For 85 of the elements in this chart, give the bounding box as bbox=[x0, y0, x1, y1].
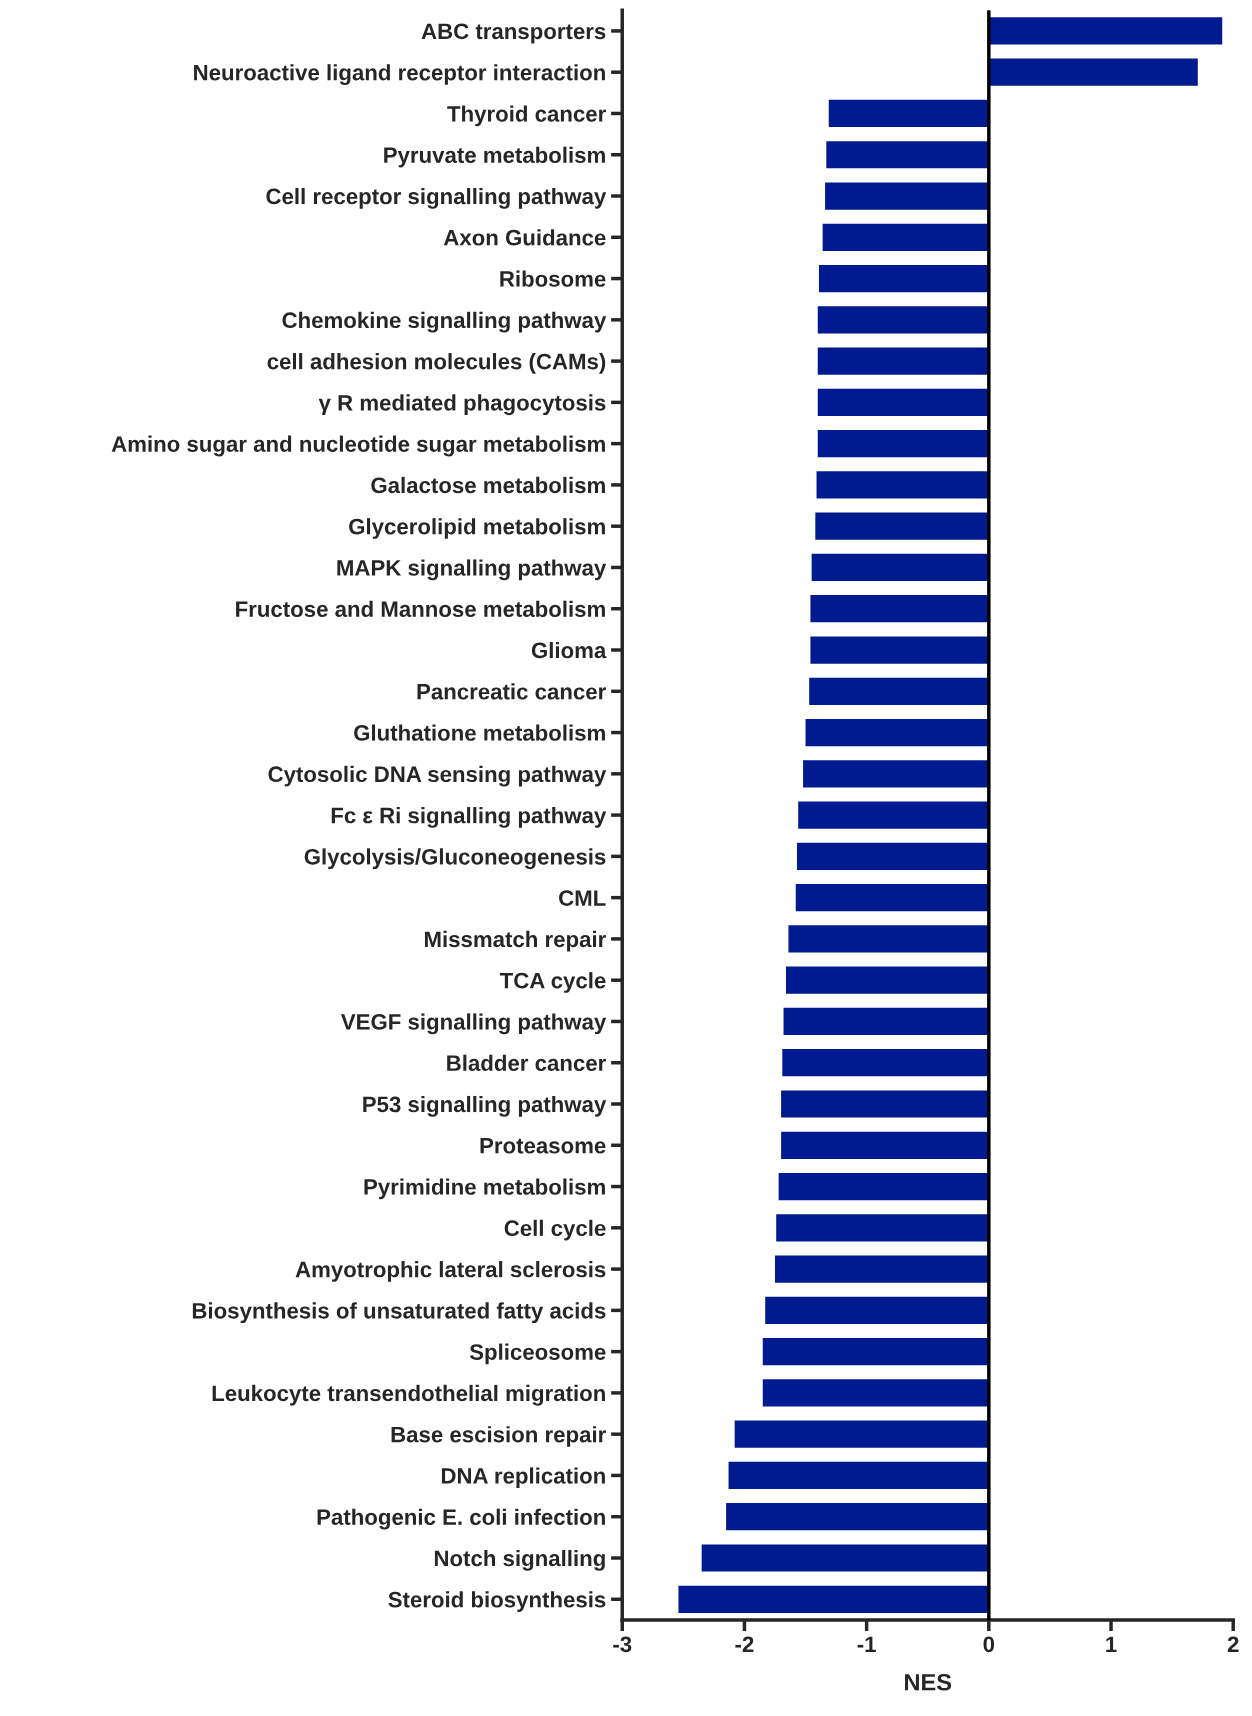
y-tick-label: Leukocyte transendothelial migration bbox=[212, 1384, 605, 1406]
y-tick-label: Biosynthesis of unsaturated fatty acids bbox=[192, 1302, 606, 1324]
y-tick-label: Steroid biosynthesis bbox=[388, 1591, 606, 1612]
bar bbox=[776, 1214, 989, 1242]
bar bbox=[803, 760, 989, 788]
y-tick-label: Pyruvate metabolism bbox=[384, 146, 605, 168]
y-tick-label: Amyotrophic lateral sclerosis bbox=[295, 1261, 606, 1282]
x-tick-label: -2 bbox=[735, 1636, 754, 1652]
y-tick-label: Cell receptor signalling pathway bbox=[266, 187, 607, 209]
x-tick-label: 1 bbox=[1106, 1636, 1117, 1652]
bar bbox=[817, 388, 989, 416]
y-tick-label: Pathogenic E. coli infection bbox=[317, 1508, 605, 1530]
bar bbox=[678, 1585, 989, 1613]
x-tick-label: -1 bbox=[857, 1636, 876, 1652]
bar bbox=[734, 1420, 989, 1448]
y-tick-label: Gluthatione metabolism bbox=[354, 724, 605, 741]
bar bbox=[765, 1296, 989, 1324]
x-tick-label: 0 bbox=[983, 1636, 995, 1653]
y-tick-label: Missmatch repair bbox=[424, 930, 606, 952]
y-tick-label: Pyrimidine metabolism bbox=[364, 1178, 605, 1200]
bar bbox=[817, 430, 989, 458]
y-tick-label: Proteasome bbox=[480, 1138, 606, 1154]
bar bbox=[988, 17, 1223, 45]
y-tick-label: Thyroid cancer bbox=[447, 105, 606, 127]
y-tick-label: Spliceosome bbox=[469, 1343, 606, 1365]
bar bbox=[825, 182, 989, 210]
y-tick-label: Fructose and Mannose metabolism bbox=[236, 600, 605, 618]
bar bbox=[796, 842, 989, 870]
y-tick-label: P53 signalling pathway bbox=[363, 1095, 607, 1117]
bar bbox=[815, 512, 989, 540]
y-tick-label: TCA cycle bbox=[499, 972, 606, 993]
bar bbox=[811, 553, 989, 582]
bar bbox=[781, 1090, 989, 1118]
bar bbox=[988, 58, 1198, 86]
bar bbox=[810, 636, 989, 664]
bar bbox=[810, 595, 989, 623]
y-tick-label: Neuroactive ligand receptor interaction bbox=[194, 64, 605, 85]
x-tick-label: 2 bbox=[1227, 1636, 1239, 1652]
bar bbox=[817, 306, 989, 334]
bar bbox=[778, 1172, 989, 1201]
y-tick-label: ABC transporters bbox=[421, 23, 606, 44]
y-tick-label: cell adhesion molecules (CAMs) bbox=[267, 353, 606, 374]
y-tick-label: Fc ε Ri signalling pathway bbox=[331, 807, 607, 828]
bar bbox=[795, 884, 989, 912]
y-tick-label: Cytosolic DNA sensing pathway bbox=[268, 765, 607, 787]
y-tick-label: DNA replication bbox=[441, 1467, 605, 1489]
bar bbox=[816, 471, 989, 499]
y-tick-label: Cell cycle bbox=[504, 1219, 606, 1241]
y-tick-label: MAPK signalling pathway bbox=[337, 559, 607, 581]
bar bbox=[817, 347, 989, 375]
bar bbox=[701, 1544, 989, 1572]
x-axis-title: NES bbox=[905, 1673, 952, 1691]
bar bbox=[785, 966, 989, 994]
y-tick-label: Pancreatic cancer bbox=[417, 683, 606, 700]
y-tick-label: Base escision repair bbox=[391, 1426, 606, 1447]
bar bbox=[818, 264, 989, 293]
bar bbox=[809, 677, 989, 705]
y-tick-label: Notch signalling bbox=[434, 1549, 605, 1571]
bar bbox=[826, 141, 989, 169]
bar bbox=[728, 1461, 989, 1490]
y-tick-label: VEGF signalling pathway bbox=[340, 1013, 607, 1035]
y-tick-label: Axon Guidance bbox=[443, 229, 606, 246]
bar bbox=[788, 925, 989, 953]
y-tick-label: Galactose metabolism bbox=[371, 476, 605, 494]
bar bbox=[828, 99, 989, 128]
bar bbox=[783, 1007, 989, 1036]
bar bbox=[805, 718, 989, 747]
bar bbox=[774, 1255, 989, 1283]
y-tick-label: Ribosome bbox=[500, 270, 606, 287]
bar bbox=[798, 801, 989, 829]
y-tick-label: γ R mediated phagocytosis bbox=[318, 394, 606, 416]
y-tick-label: Amino sugar and nucleotide sugar metabolism bbox=[111, 435, 605, 457]
y-tick-label: Chemokine signalling pathway bbox=[282, 311, 607, 333]
bar bbox=[782, 1049, 989, 1077]
y-tick-label: Glycolysis/Gluconeogenesis bbox=[304, 848, 606, 870]
y-tick-label: Glycerolipid metabolism bbox=[349, 518, 605, 539]
bar bbox=[822, 223, 989, 251]
bar bbox=[726, 1503, 989, 1531]
y-tick-label: CML bbox=[559, 890, 606, 906]
x-tick-label: -3 bbox=[613, 1636, 632, 1653]
y-tick-label: Glioma bbox=[531, 641, 607, 659]
bar bbox=[781, 1131, 989, 1159]
bar bbox=[762, 1338, 989, 1366]
y-tick-label: Bladder cancer bbox=[447, 1054, 606, 1071]
bar bbox=[762, 1379, 989, 1407]
